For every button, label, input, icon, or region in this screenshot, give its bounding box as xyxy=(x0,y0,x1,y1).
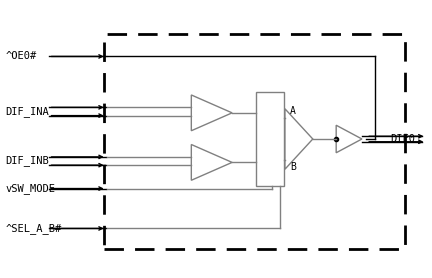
Text: vSW_MODE: vSW_MODE xyxy=(6,183,56,194)
Text: ^OE0#: ^OE0# xyxy=(6,51,37,61)
Bar xyxy=(105,34,405,249)
Text: DIF_INB: DIF_INB xyxy=(6,156,49,167)
Text: A: A xyxy=(290,106,295,116)
Bar xyxy=(256,92,284,186)
Text: B: B xyxy=(290,162,295,172)
Text: DIF_INA: DIF_INA xyxy=(6,106,49,117)
Text: DIF0: DIF0 xyxy=(390,134,415,144)
Text: ^SEL_A_B#: ^SEL_A_B# xyxy=(6,223,62,234)
